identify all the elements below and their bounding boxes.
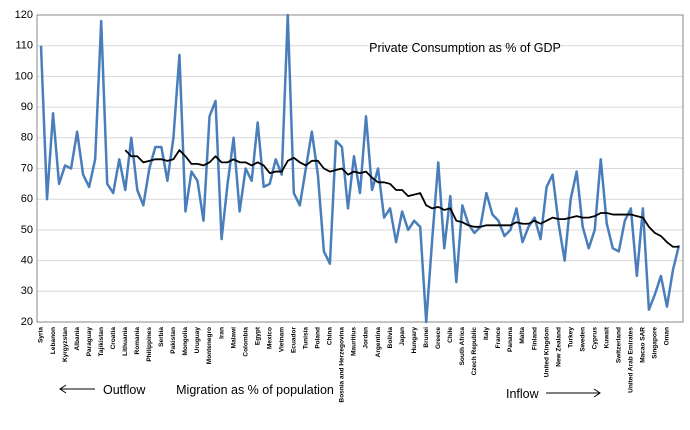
annotation: Inflow: [506, 387, 540, 401]
x-tick-label: Uruguay: [194, 327, 201, 354]
x-tick-label: Pakistan: [170, 327, 177, 354]
x-tick-label: Switzerland: [616, 327, 623, 363]
x-tick-label: Panama: [507, 327, 514, 352]
inflow-arrow: [546, 388, 601, 398]
series-line: [124, 149, 679, 248]
x-tick-label: Kuwait: [603, 326, 610, 348]
x-tick-label: Syria: [38, 327, 45, 343]
x-tick-label: United Kingdom: [543, 327, 550, 377]
x-tick-label: Ecuador: [291, 327, 298, 353]
series-line: [39, 13, 681, 324]
outflow-arrow: [59, 384, 95, 394]
x-tick-label: Vietnam: [278, 327, 285, 352]
x-tick-label: Mauritius: [351, 327, 358, 356]
x-tick-label: Czech Republic: [471, 327, 478, 376]
x-tick-label: Chile: [447, 327, 454, 343]
x-tick-label: Kyrgyzstan: [62, 327, 69, 362]
x-tick-label: United Arab Emirates: [628, 327, 635, 393]
x-tick-label: Cyprus: [591, 327, 598, 350]
x-tick-label: Jordan: [363, 327, 370, 349]
x-tick-label: Oman: [664, 327, 671, 345]
x-tick-label: Turkey: [567, 327, 574, 348]
x-tick-label: Singapore: [652, 327, 659, 359]
x-tick-label: Sweden: [579, 327, 586, 352]
x-tick-label: Tunisia: [303, 327, 310, 350]
x-tick-label: Iran: [218, 327, 225, 339]
chart-title: Private Consumption as % of GDP: [369, 41, 561, 55]
x-tick-label: Finland: [531, 327, 538, 350]
y-tick-label: 100: [15, 70, 33, 82]
x-tick-label: Macao SAR: [640, 327, 647, 363]
y-tick-label: 90: [21, 101, 33, 113]
x-tick-label: Greece: [435, 327, 442, 349]
y-tick-label: 80: [21, 132, 33, 144]
x-tick-label: Colombia: [242, 327, 249, 357]
x-tick-label: Argentina: [375, 327, 382, 358]
x-tick-label: Albania: [74, 327, 81, 351]
x-tick-label: Croatia: [110, 327, 117, 350]
x-tick-label: Bolivia: [387, 327, 394, 349]
plot-frame: [36, 14, 684, 323]
x-tick-label: Lithuania: [122, 327, 129, 356]
y-tick-label: 50: [21, 224, 33, 236]
y-tick-label: 120: [15, 9, 33, 21]
y-tick-label: 110: [15, 40, 33, 52]
x-tick-label: Paraguay: [86, 327, 93, 357]
marks-layer: [39, 13, 681, 324]
x-tick-label: Malawi: [230, 327, 237, 349]
x-tick-label: Mongolia: [182, 327, 189, 356]
y-tick-label: 30: [21, 285, 33, 297]
x-tick-label: Lebanon: [50, 327, 57, 354]
x-tick-label: Serbia: [158, 327, 165, 347]
x-tick-label: Hungary: [411, 327, 418, 354]
x-tick-label: Tajikistan: [98, 327, 105, 357]
y-tick-label: 70: [21, 162, 33, 174]
x-tick-label: France: [495, 327, 502, 349]
x-tick-label: New Zealand: [555, 327, 562, 367]
x-tick-label: Bosnia and Herzegovina: [339, 327, 346, 403]
x-tick-label: Italy: [483, 327, 490, 340]
x-tick-label: South Africa: [459, 327, 466, 366]
x-tick-label: Montenegro: [206, 327, 213, 364]
y-tick-label: 40: [21, 255, 33, 267]
annotation: Migration as % of population: [176, 383, 334, 397]
annotation: Outflow: [103, 383, 146, 397]
x-tick-label: Romania: [134, 327, 141, 355]
x-tick-label: Brunei: [423, 327, 430, 348]
x-tick-label: Japan: [399, 327, 406, 346]
x-tick-label: Malta: [519, 327, 526, 344]
x-tick-label: Mexico: [266, 327, 273, 349]
x-tick-label: Poland: [315, 327, 322, 349]
y-tick-label: 60: [21, 193, 33, 205]
x-tick-label: Egypt: [254, 326, 261, 345]
x-tick-label: Philippines: [146, 327, 153, 362]
x-tick-label: China: [327, 327, 334, 345]
y-tick-label: 20: [21, 316, 33, 328]
